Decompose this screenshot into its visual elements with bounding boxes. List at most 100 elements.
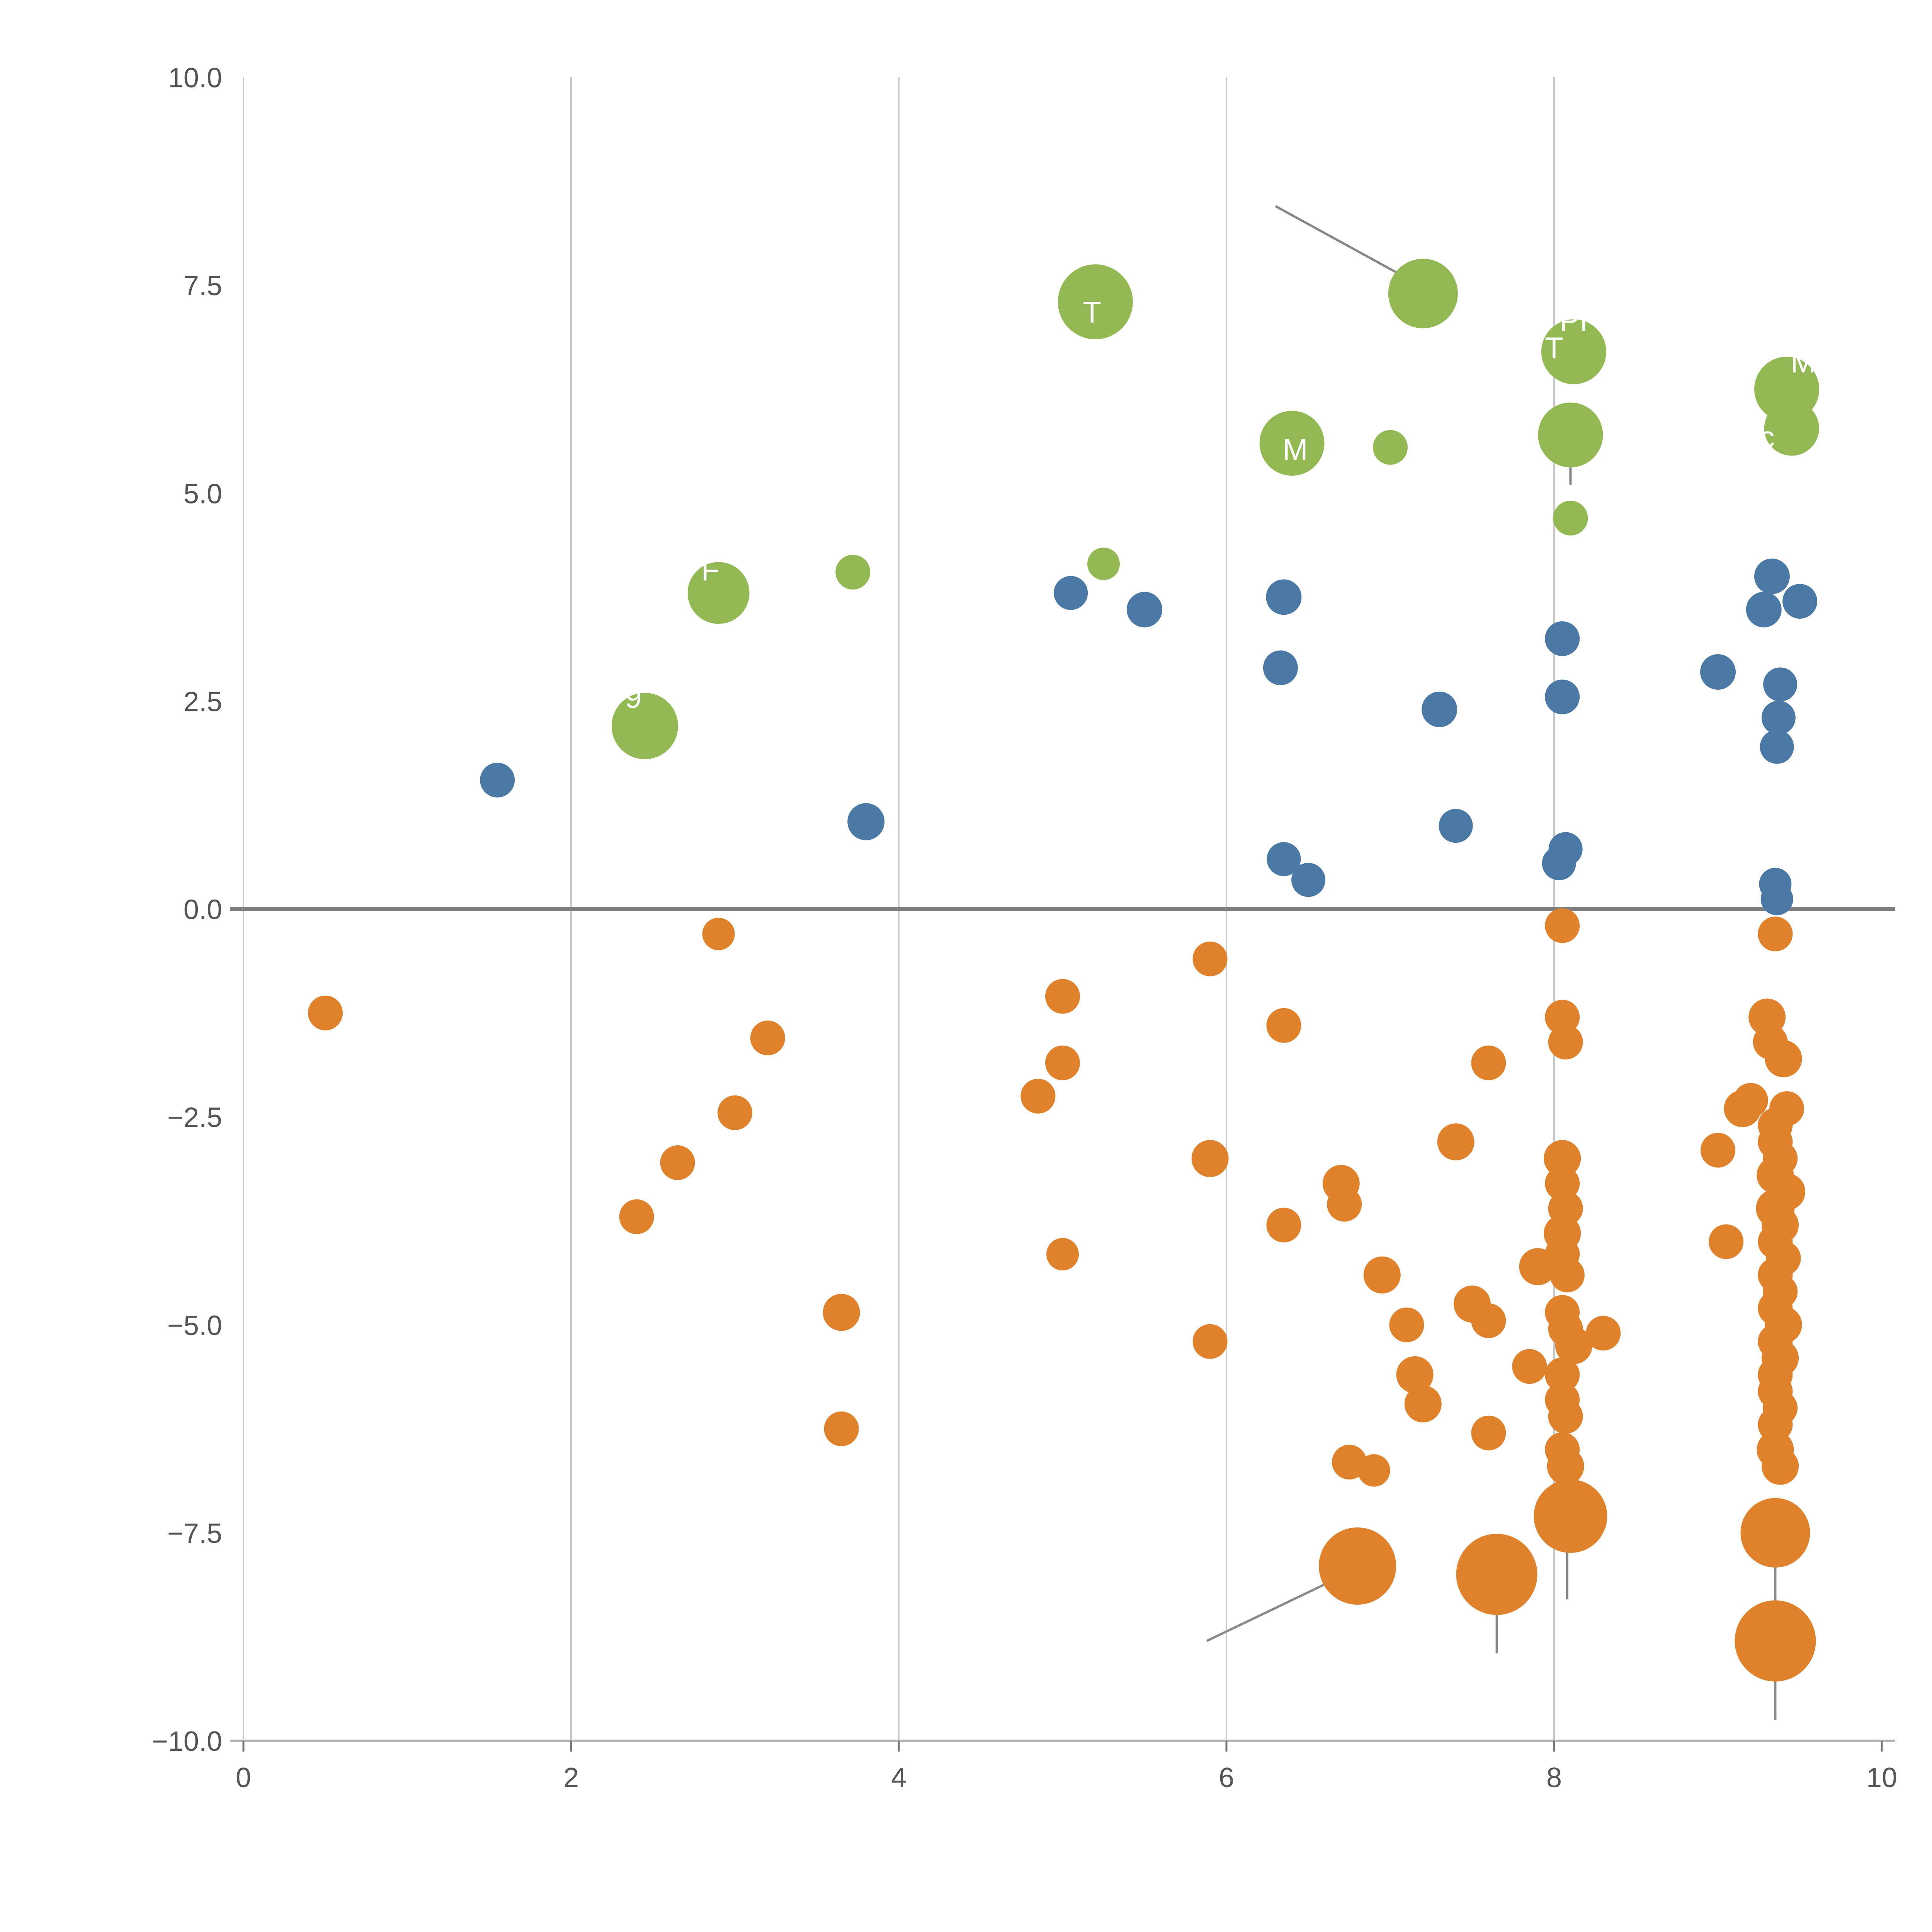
y-tick-label: 0.0 (184, 895, 222, 925)
y-tick-label: 10.0 (168, 63, 222, 94)
data-point-orange (1327, 1187, 1362, 1222)
data-point-orange (1192, 941, 1228, 976)
data-point-blue (1291, 863, 1325, 897)
data-point-orange (750, 1020, 785, 1056)
data-point-orange (1045, 1045, 1080, 1080)
data-point-orange (823, 1294, 860, 1331)
data-point-orange (1363, 1256, 1401, 1294)
data-point-green (1538, 402, 1603, 468)
data-point-orange (1544, 1140, 1581, 1177)
data-point-green (611, 692, 678, 759)
y-tick-label: 5.0 (184, 478, 222, 509)
data-point-orange (1437, 1123, 1475, 1161)
data-point-blue (1761, 701, 1796, 735)
data-point-orange (308, 995, 343, 1031)
data-point-orange (1547, 1447, 1584, 1485)
data-point-green (1373, 430, 1408, 465)
data-point-orange (1191, 1140, 1229, 1177)
data-point-green (835, 554, 871, 590)
x-tick-label: 6 (1219, 1762, 1234, 1793)
data-point-blue (1545, 621, 1580, 656)
data-point-blue (1700, 654, 1736, 690)
data-point-orange (1765, 1040, 1802, 1077)
data-point-green (1553, 500, 1588, 536)
data-point-orange (1471, 1415, 1506, 1451)
x-tick-label: 4 (891, 1762, 906, 1793)
bubble-label: M (1791, 345, 1816, 379)
data-point-blue (1422, 691, 1458, 727)
data-point-orange (1709, 1224, 1744, 1259)
data-point-blue (480, 762, 515, 798)
data-point-orange (1389, 1307, 1424, 1342)
bubble-label: T (1083, 295, 1101, 329)
data-point-blue (1542, 846, 1576, 881)
data-point-orange (1045, 979, 1080, 1014)
y-tick-label: −2.5 (167, 1102, 222, 1133)
data-point-orange (1548, 1399, 1583, 1434)
data-point-orange (702, 918, 735, 951)
data-point-blue (1263, 650, 1298, 685)
data-point-orange (1266, 1208, 1301, 1243)
data-point-orange (1456, 1534, 1537, 1615)
data-point-green (1259, 411, 1325, 476)
data-point-orange (1357, 1454, 1390, 1487)
bubble-label: M (1283, 432, 1308, 466)
data-point-orange (1020, 1078, 1056, 1114)
data-point-blue (1545, 679, 1580, 714)
data-point-green (687, 562, 750, 624)
data-point-blue (1266, 579, 1302, 615)
data-point-orange (1762, 1447, 1799, 1485)
bubble-label: c (1760, 420, 1775, 454)
x-tick-label: 2 (563, 1762, 579, 1793)
data-point-orange (1266, 1008, 1301, 1043)
data-point-orange (1549, 1257, 1585, 1293)
data-point-blue (1782, 584, 1817, 619)
data-point-blue (1439, 809, 1473, 843)
data-point-orange (619, 1199, 654, 1234)
data-point-orange (1701, 1133, 1735, 1168)
data-point-blue (1746, 592, 1782, 628)
data-point-blue (1760, 730, 1794, 764)
data-point-green (1087, 548, 1120, 580)
data-point-blue (1267, 842, 1301, 876)
data-point-orange (824, 1411, 859, 1446)
data-point-orange (1534, 1479, 1607, 1553)
y-tick-label: 7.5 (184, 270, 222, 301)
y-tick-label: −10.0 (152, 1726, 222, 1757)
data-point-orange (1733, 1083, 1768, 1118)
data-point-green (1764, 401, 1819, 456)
bubble-label: PI (1560, 304, 1588, 338)
data-point-blue (1760, 883, 1793, 915)
data-point-blue (1763, 667, 1798, 702)
data-point-orange (1319, 1527, 1396, 1605)
data-point-orange (660, 1145, 695, 1180)
data-point-orange (1548, 1024, 1583, 1060)
data-point-orange (1192, 1324, 1228, 1359)
data-point-orange (1586, 1316, 1621, 1351)
data-point-orange (1046, 1238, 1079, 1270)
data-point-orange (1740, 1498, 1810, 1568)
data-point-orange (1404, 1385, 1442, 1423)
y-tick-label: −7.5 (167, 1518, 222, 1549)
x-tick-label: 8 (1546, 1762, 1562, 1793)
y-tick-label: −5.0 (167, 1310, 222, 1341)
x-tick-label: 10 (1866, 1762, 1897, 1793)
data-point-orange (1545, 908, 1580, 943)
data-point-orange (1396, 1356, 1434, 1393)
bubble-label: F (701, 553, 720, 587)
bubble-label: 9 (625, 680, 641, 714)
data-point-blue (1754, 558, 1790, 594)
data-point-orange (1471, 1045, 1506, 1080)
data-point-blue (1054, 576, 1088, 610)
data-point-orange (1471, 1303, 1506, 1338)
data-point-orange (1545, 1357, 1580, 1392)
data-point-blue (847, 803, 885, 840)
bubble-label: T (1545, 331, 1563, 365)
data-point-orange (1555, 1327, 1592, 1364)
data-point-orange (718, 1095, 752, 1130)
data-point-green (1541, 319, 1606, 384)
data-point-green (1388, 259, 1458, 328)
data-point-orange (1512, 1349, 1547, 1384)
data-point-orange (1758, 917, 1793, 952)
